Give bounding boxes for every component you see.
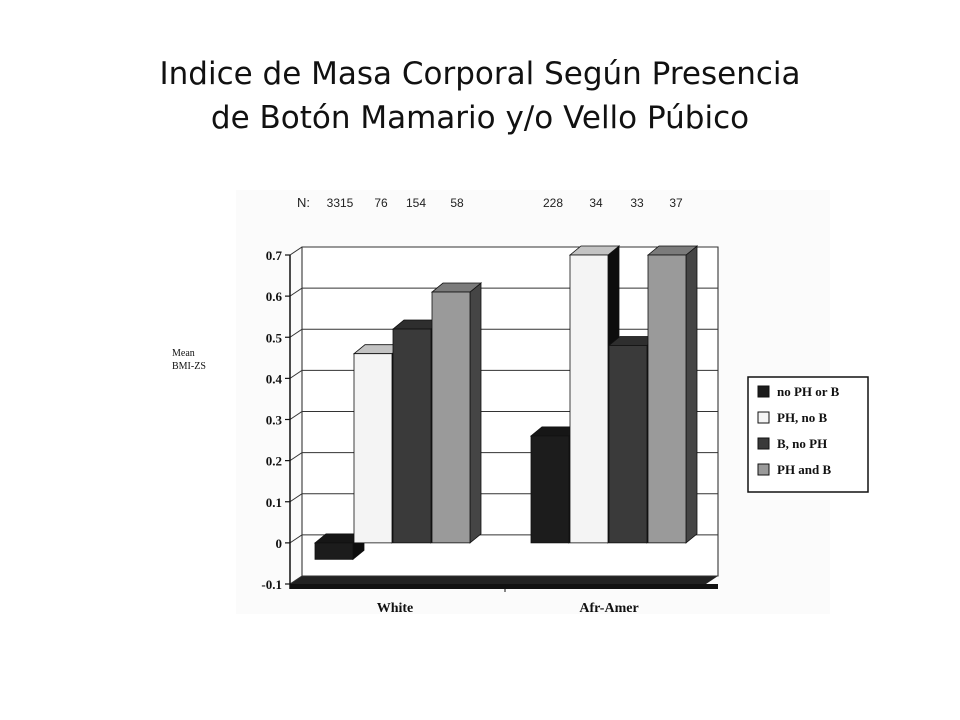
y-tick-label: 0.6 [266, 289, 283, 304]
bar [431, 291, 471, 544]
y-tick-label: 0 [276, 536, 283, 551]
y-tick-label: 0.1 [266, 495, 282, 510]
y-axis: -0.1 0 0.1 0.2 0.3 0.4 0.5 0.6 0.7 [261, 248, 506, 592]
y-tick-label: 0.2 [266, 454, 282, 469]
x-tick-label: Afr-Amer [579, 601, 638, 616]
floor-edge [290, 576, 718, 584]
bar-side [469, 282, 482, 544]
y-tick-label: -0.1 [261, 577, 282, 592]
bar [647, 254, 687, 544]
bar [569, 254, 609, 544]
y-axis-title-line1: Mean [172, 348, 195, 359]
sample-size-label: 37 [669, 196, 683, 210]
legend-swatch [757, 463, 770, 476]
y-tick-label: 0.4 [266, 371, 283, 386]
grid-line [289, 575, 718, 585]
y-tick-label: 0.7 [266, 248, 283, 263]
legend-swatch [757, 385, 770, 398]
legend-swatch [757, 437, 770, 450]
bar [353, 353, 393, 544]
sample-size-label: 34 [589, 196, 603, 210]
y-tick-label: 0.5 [266, 330, 283, 345]
bars [313, 245, 699, 561]
x-axis-labels: White Afr-Amer [377, 601, 639, 616]
slide-title-line1: Indice de Masa Corporal Según Presencia [159, 56, 801, 92]
bar [392, 328, 432, 544]
legend-label: B, no PH [777, 436, 827, 451]
y-axis-title-line2: BMI-ZS [172, 361, 206, 372]
floor-base [290, 584, 718, 589]
bar [608, 345, 648, 544]
y-tick-label: 0.3 [266, 413, 283, 428]
bar [314, 542, 354, 560]
sample-size-label: 76 [374, 196, 388, 210]
sample-sizes: N: 3315 76 154 58 228 34 33 37 [297, 195, 683, 210]
legend-label: PH, no B [777, 410, 828, 425]
bar-side [685, 245, 698, 544]
legend: no PH or B PH, no B B, no PH PH and B [747, 376, 869, 493]
y-axis-title: Mean BMI-ZS [172, 348, 206, 372]
sample-size-label: 154 [406, 196, 426, 210]
sample-size-label: 33 [630, 196, 644, 210]
n-prefix: N: [297, 195, 310, 210]
legend-label: no PH or B [777, 384, 840, 399]
sample-size-label: 228 [543, 196, 563, 210]
sample-size-label: 58 [450, 196, 464, 210]
x-tick-label: White [377, 601, 414, 616]
slide-title-line2: de Botón Mamario y/o Vello Púbico [210, 100, 750, 136]
slide-title: Indice de Masa Corporal Según Presencia … [0, 52, 960, 140]
bar [530, 435, 570, 544]
sample-size-label: 3315 [327, 196, 354, 210]
legend-label: PH and B [777, 462, 832, 477]
legend-swatch [757, 411, 770, 424]
